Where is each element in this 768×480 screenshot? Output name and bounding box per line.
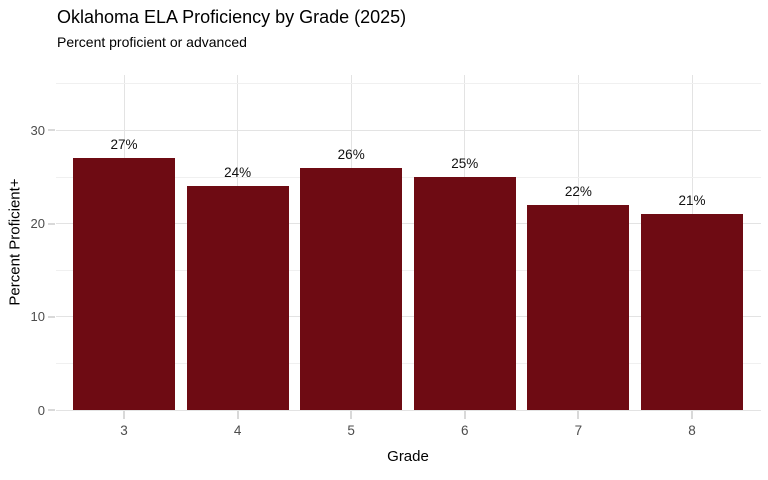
y-tick-label: 20 (30, 216, 45, 232)
y-tick-label: 0 (37, 402, 45, 418)
major-gridline (56, 316, 761, 318)
chart-title: Oklahoma ELA Proficiency by Grade (2025) (57, 7, 407, 27)
major-gridline (56, 223, 761, 225)
x-tick-label: 3 (120, 423, 128, 438)
bar (186, 186, 289, 410)
x-tick-label: 6 (461, 423, 469, 438)
bar (527, 204, 630, 410)
bar-value-label: 22% (564, 183, 592, 199)
y-tick-label: 10 (30, 309, 45, 325)
x-tick-label: 4 (233, 423, 242, 438)
bar-value-label: 21% (678, 193, 706, 209)
bar-value-label: 26% (337, 146, 365, 162)
y-tick-mark (48, 409, 55, 411)
bar (413, 177, 516, 410)
x-tick-mark (123, 411, 125, 419)
x-tick-mark (577, 411, 580, 419)
x-tick-label: 5 (347, 423, 355, 438)
bar (641, 214, 743, 410)
minor-gridline (56, 362, 761, 364)
y-tick-label: 30 (30, 122, 45, 138)
x-tick-label: 8 (688, 423, 696, 438)
bar (73, 158, 175, 410)
major-gridline (56, 129, 761, 131)
x-tick-mark (350, 411, 353, 419)
major-gridline (56, 409, 761, 411)
chart-subtitle: Percent proficient or advanced (57, 34, 247, 50)
x-tick-label: 7 (574, 423, 583, 438)
x-axis-title: Grade (387, 448, 429, 465)
y-tick-mark (48, 129, 55, 132)
y-tick-mark (48, 222, 55, 225)
bar-value-label: 27% (110, 137, 138, 153)
minor-gridline (56, 269, 761, 271)
minor-gridline (56, 176, 761, 178)
bar-value-label: 24% (224, 165, 252, 181)
y-tick-mark (48, 315, 55, 318)
minor-gridline (56, 83, 761, 85)
bar-value-label: 25% (451, 156, 479, 171)
x-tick-mark (236, 411, 239, 419)
bar (300, 167, 403, 410)
x-tick-mark (463, 411, 466, 419)
x-tick-mark (691, 411, 693, 419)
